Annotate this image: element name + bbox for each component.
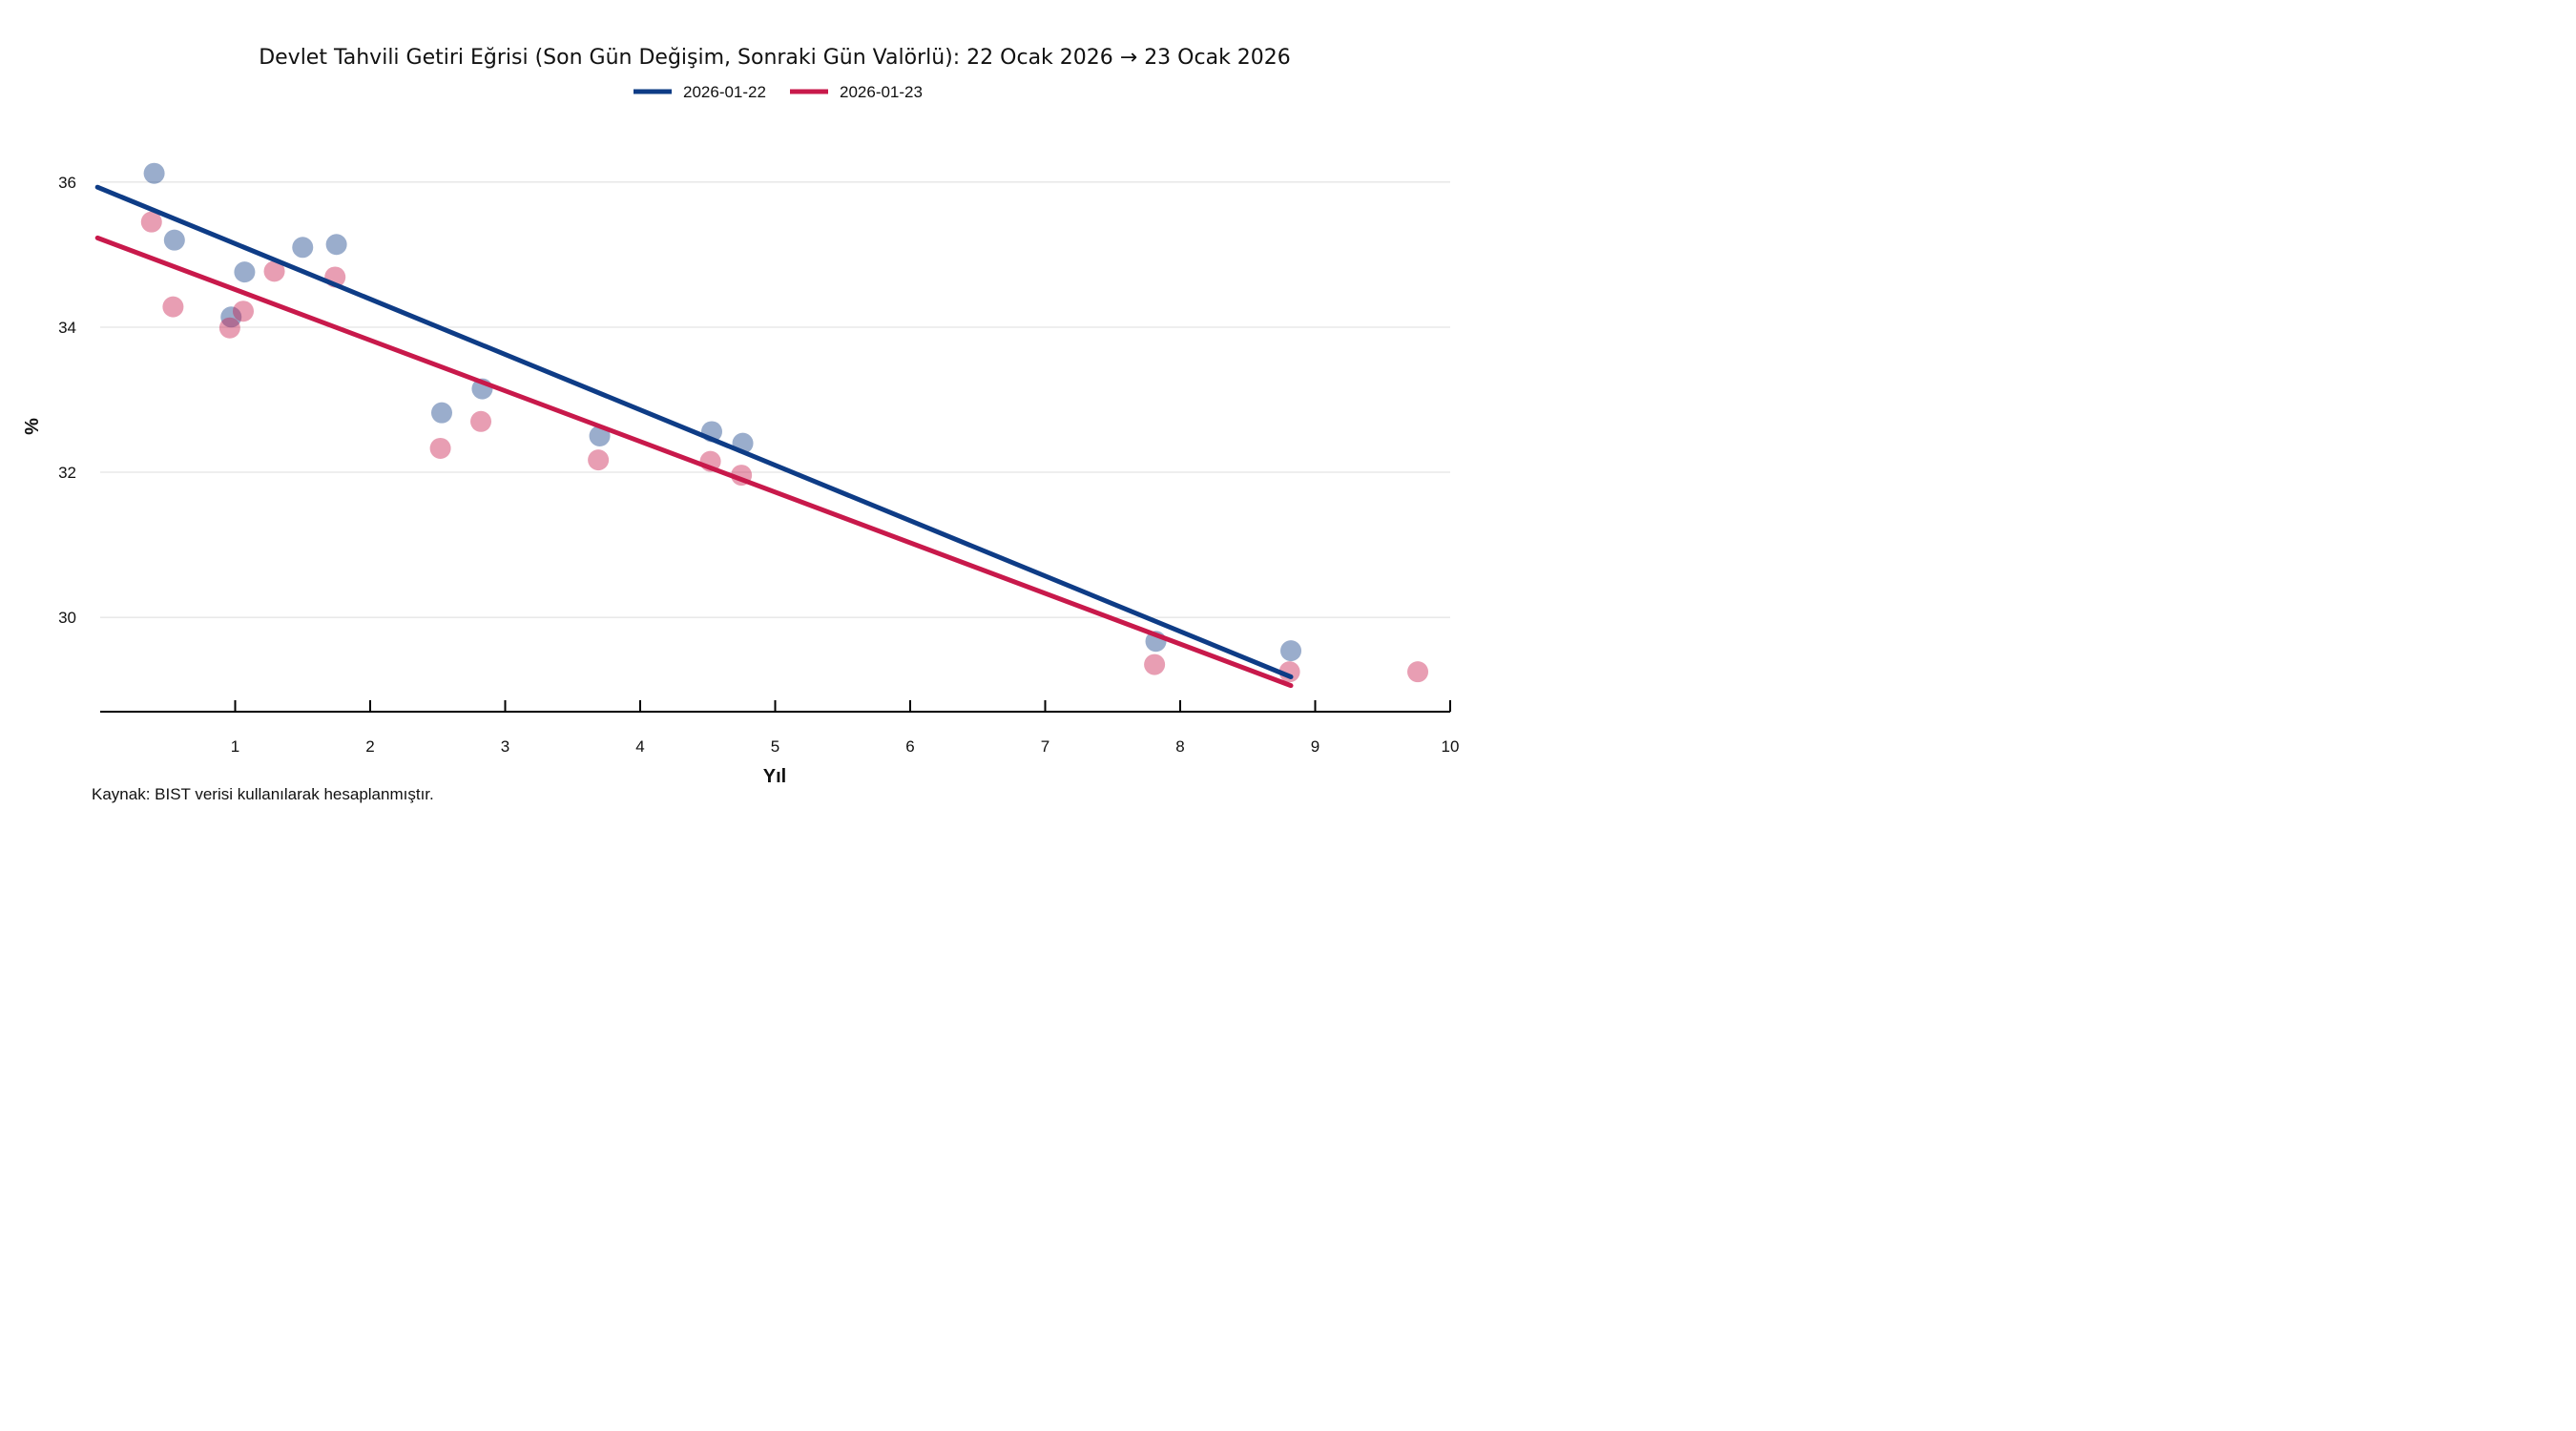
point-2026-01-23-2 [218,317,240,339]
y-tick-label-30: 30 [58,609,76,627]
point-2026-01-22-6 [430,402,452,424]
point-2026-01-23-13 [1407,661,1429,683]
x-tick-label-9: 9 [1311,737,1319,756]
point-2026-01-23-6 [429,437,451,459]
x-tick-label-4: 4 [635,737,644,756]
point-2026-01-22-0 [143,162,165,184]
fit-lines [94,184,1294,689]
point-2026-01-22-1 [163,229,185,251]
y-tick-label-32: 32 [58,464,76,482]
y-tick-label-36: 36 [58,174,76,192]
point-2026-01-23-12 [1278,661,1300,683]
source-note: Kaynak: BIST verisi kullanılarak hesapla… [92,785,434,803]
grid-lines [100,181,1450,618]
legend: 2026-01-22 2026-01-23 [634,83,923,101]
y-axis-label: % [22,418,43,435]
x-tick-label-5: 5 [771,737,779,756]
legend-label-2026-01-23: 2026-01-23 [840,83,923,101]
point-2026-01-22-3 [234,261,256,283]
point-2026-01-22-2 [220,306,242,328]
point-2026-01-23-1 [162,296,184,318]
x-ticks: 1 2 3 4 5 6 7 8 9 10 [231,700,1460,756]
x-tick-label-3: 3 [501,737,509,756]
fit-line-2026-01-23 [94,235,1294,689]
point-2026-01-22-4 [292,237,314,259]
x-tick-label-10: 10 [1442,737,1460,756]
x-tick-label-1: 1 [231,737,239,756]
x-axis-label: Yıl [763,766,786,787]
fit-line-2026-01-22 [94,184,1294,679]
point-2026-01-23-11 [1144,653,1166,675]
y-tick-labels: 30 32 34 36 [58,174,76,627]
x-tick-label-7: 7 [1041,737,1049,756]
point-2026-01-23-0 [140,211,162,233]
point-2026-01-22-5 [325,234,347,256]
data-points [140,162,1429,683]
x-tick-label-6: 6 [905,737,914,756]
legend-label-2026-01-22: 2026-01-22 [683,83,766,101]
point-2026-01-23-8 [588,449,610,471]
x-tick-label-2: 2 [365,737,374,756]
y-tick-label-34: 34 [58,319,76,337]
chart-title: Devlet Tahvili Getiri Eğrisi (Son Gün De… [259,46,1291,70]
point-2026-01-22-12 [1280,640,1302,662]
point-2026-01-23-4 [263,260,285,282]
yield-curve-chart: Devlet Tahvili Getiri Eğrisi (Son Gün De… [22,46,1460,803]
x-tick-label-8: 8 [1175,737,1184,756]
point-2026-01-23-7 [470,410,492,432]
point-2026-01-23-3 [232,301,254,322]
